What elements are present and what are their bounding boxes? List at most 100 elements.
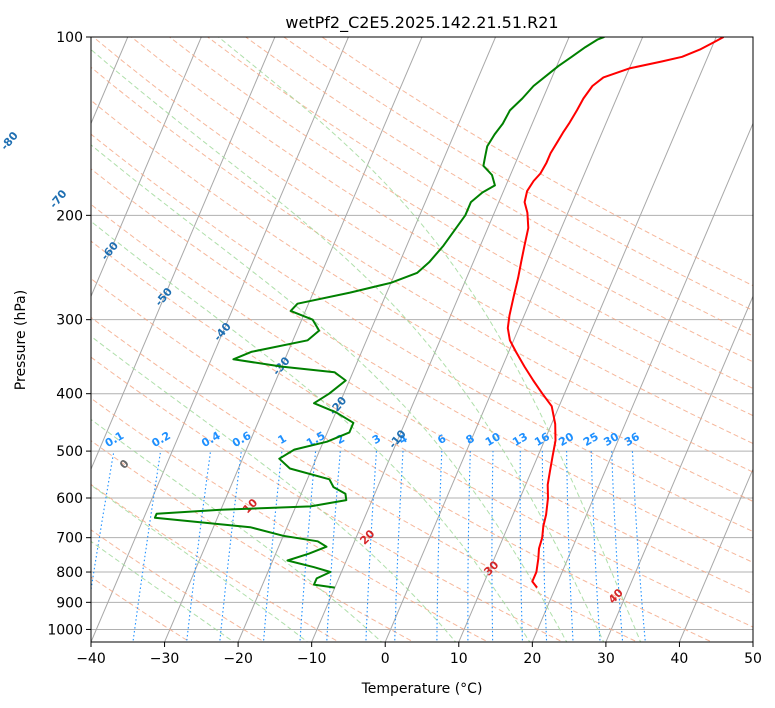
mixing-ratio-line (631, 451, 646, 642)
dry-adiabat-line (245, 37, 753, 337)
y-tick-label: 900 (56, 595, 83, 611)
moist-adiabat-line (91, 484, 309, 642)
dry-adiabat-line (91, 356, 564, 642)
y-axis-label: Pressure (hPa) (13, 290, 29, 390)
isotherm-label: -40 (211, 320, 234, 344)
plot-frame (90, 36, 754, 643)
moist-adiabat-line (218, 37, 642, 642)
y-tick-label: 600 (56, 491, 83, 507)
y-tick-label: 100 (56, 30, 83, 46)
dry-adiabat-line (131, 37, 753, 417)
dry-adiabat-line (91, 168, 753, 563)
isotherm-label: -80 (0, 129, 21, 153)
x-tick-label: −10 (297, 651, 327, 667)
x-tick-label: 50 (744, 651, 762, 667)
mixing-ratio-label: 20 (556, 430, 576, 449)
mixing-ratio-line (299, 451, 317, 642)
x-tick-label: −20 (223, 651, 253, 667)
isotherm-line (91, 37, 276, 471)
mixing-ratio-line (132, 451, 162, 642)
y-tick-label: 200 (56, 208, 83, 224)
mixing-ratio-line (519, 451, 524, 642)
mixing-ratio-line (590, 451, 601, 642)
isotherm-line (311, 37, 570, 642)
isotherm-line (91, 37, 349, 642)
moist-adiabat-line (91, 220, 531, 642)
y-tick-label: 400 (56, 387, 83, 403)
background-lines (0, 24, 753, 645)
dry-adiabat-line (283, 37, 753, 312)
axis-ticks: −40 −30 −20 −10 0 10 20 30 40 5010020030040050060… (47, 30, 762, 667)
isotherm-line (752, 640, 753, 642)
mixing-ratio-line (467, 451, 471, 642)
mixing-ratio-label: 13 (510, 430, 530, 449)
mixing-ratio-label: 36 (622, 430, 642, 449)
isotherm-line (678, 467, 753, 642)
chart-title: wetPf2_C2E5.2025.142.21.51.R21 (285, 13, 558, 33)
dry-adiabat-line (321, 37, 753, 287)
isotherm-line (605, 295, 753, 642)
profiles (153, 37, 725, 589)
mixing-ratio-label: 3 (370, 432, 383, 447)
isotherm-line (237, 37, 497, 642)
dry-adiabat-line (91, 66, 753, 473)
x-tick-label: 20 (523, 651, 541, 667)
isotherm-line (91, 37, 202, 298)
dry-adiabat-line (91, 397, 490, 642)
dry-adiabat-line (92, 37, 753, 445)
dry-adiabat-line (91, 316, 639, 642)
x-tick-label: 30 (597, 651, 615, 667)
y-tick-label: 800 (56, 565, 83, 581)
isotherm-line (531, 122, 753, 642)
mixing-ratio-label: 8 (464, 432, 477, 447)
dry-adiabat-line (91, 440, 415, 642)
dry-adiabat-label: 0 (117, 457, 132, 472)
mixing-ratio-label: 0.6 (230, 429, 254, 450)
dry-adiabat-line (91, 99, 753, 502)
y-tick-label: 1000 (47, 622, 83, 638)
dry-adiabat-line (169, 37, 753, 389)
line-labels: 0.10.20.40.611.52346810131620253036-100-… (0, 129, 642, 606)
isotherm-line (458, 37, 717, 642)
moist-adiabat-line (91, 144, 568, 642)
dry-adiabat-line (91, 203, 753, 595)
y-tick-label: 500 (56, 444, 83, 460)
moist-adiabat-line (91, 335, 457, 642)
dry-adiabat-line (91, 529, 266, 642)
y-tick-label: 300 (56, 313, 83, 329)
x-tick-label: −30 (150, 651, 180, 667)
mixing-ratio-line (436, 451, 443, 642)
moist-adiabat-line (91, 540, 235, 642)
y-tick-label: 700 (56, 531, 83, 547)
dry-adiabat-label: 10 (240, 496, 260, 516)
temperature-profile-line (506, 37, 725, 589)
dry-adiabat-line (91, 278, 714, 642)
isotherm-line (0, 24, 60, 645)
dry-adiabat-line (91, 483, 340, 642)
isotherm-label: -70 (47, 187, 70, 211)
dry-adiabat-line (91, 133, 753, 533)
mixing-ratio-line (566, 451, 574, 642)
isotherm-line (384, 37, 644, 642)
x-tick-label: 0 (381, 651, 390, 667)
mixing-ratio-line (219, 451, 242, 642)
isotherm-line (164, 37, 423, 642)
mixing-ratio-label: 25 (581, 430, 601, 449)
mixing-ratio-label: 30 (601, 430, 621, 449)
x-axis-label: Temperature (°C) (361, 681, 483, 697)
dewpoint-profile-line (153, 37, 605, 589)
mixing-ratio-line (394, 451, 404, 642)
mixing-ratio-line (491, 451, 494, 642)
isotherm-label: -50 (152, 285, 175, 309)
dry-adiabat-line (91, 240, 753, 628)
mixing-ratio-label: 1 (276, 432, 289, 447)
mixing-ratio-line (541, 451, 548, 642)
x-tick-label: −40 (76, 651, 106, 667)
mixing-ratio-label: 16 (532, 430, 552, 449)
dry-adiabat-label: 40 (606, 586, 626, 606)
moist-adiabat-line (91, 418, 383, 642)
x-tick-label: 10 (450, 651, 468, 667)
mixing-ratio-line (91, 451, 115, 594)
mixing-ratio-label: 0.2 (149, 429, 172, 450)
